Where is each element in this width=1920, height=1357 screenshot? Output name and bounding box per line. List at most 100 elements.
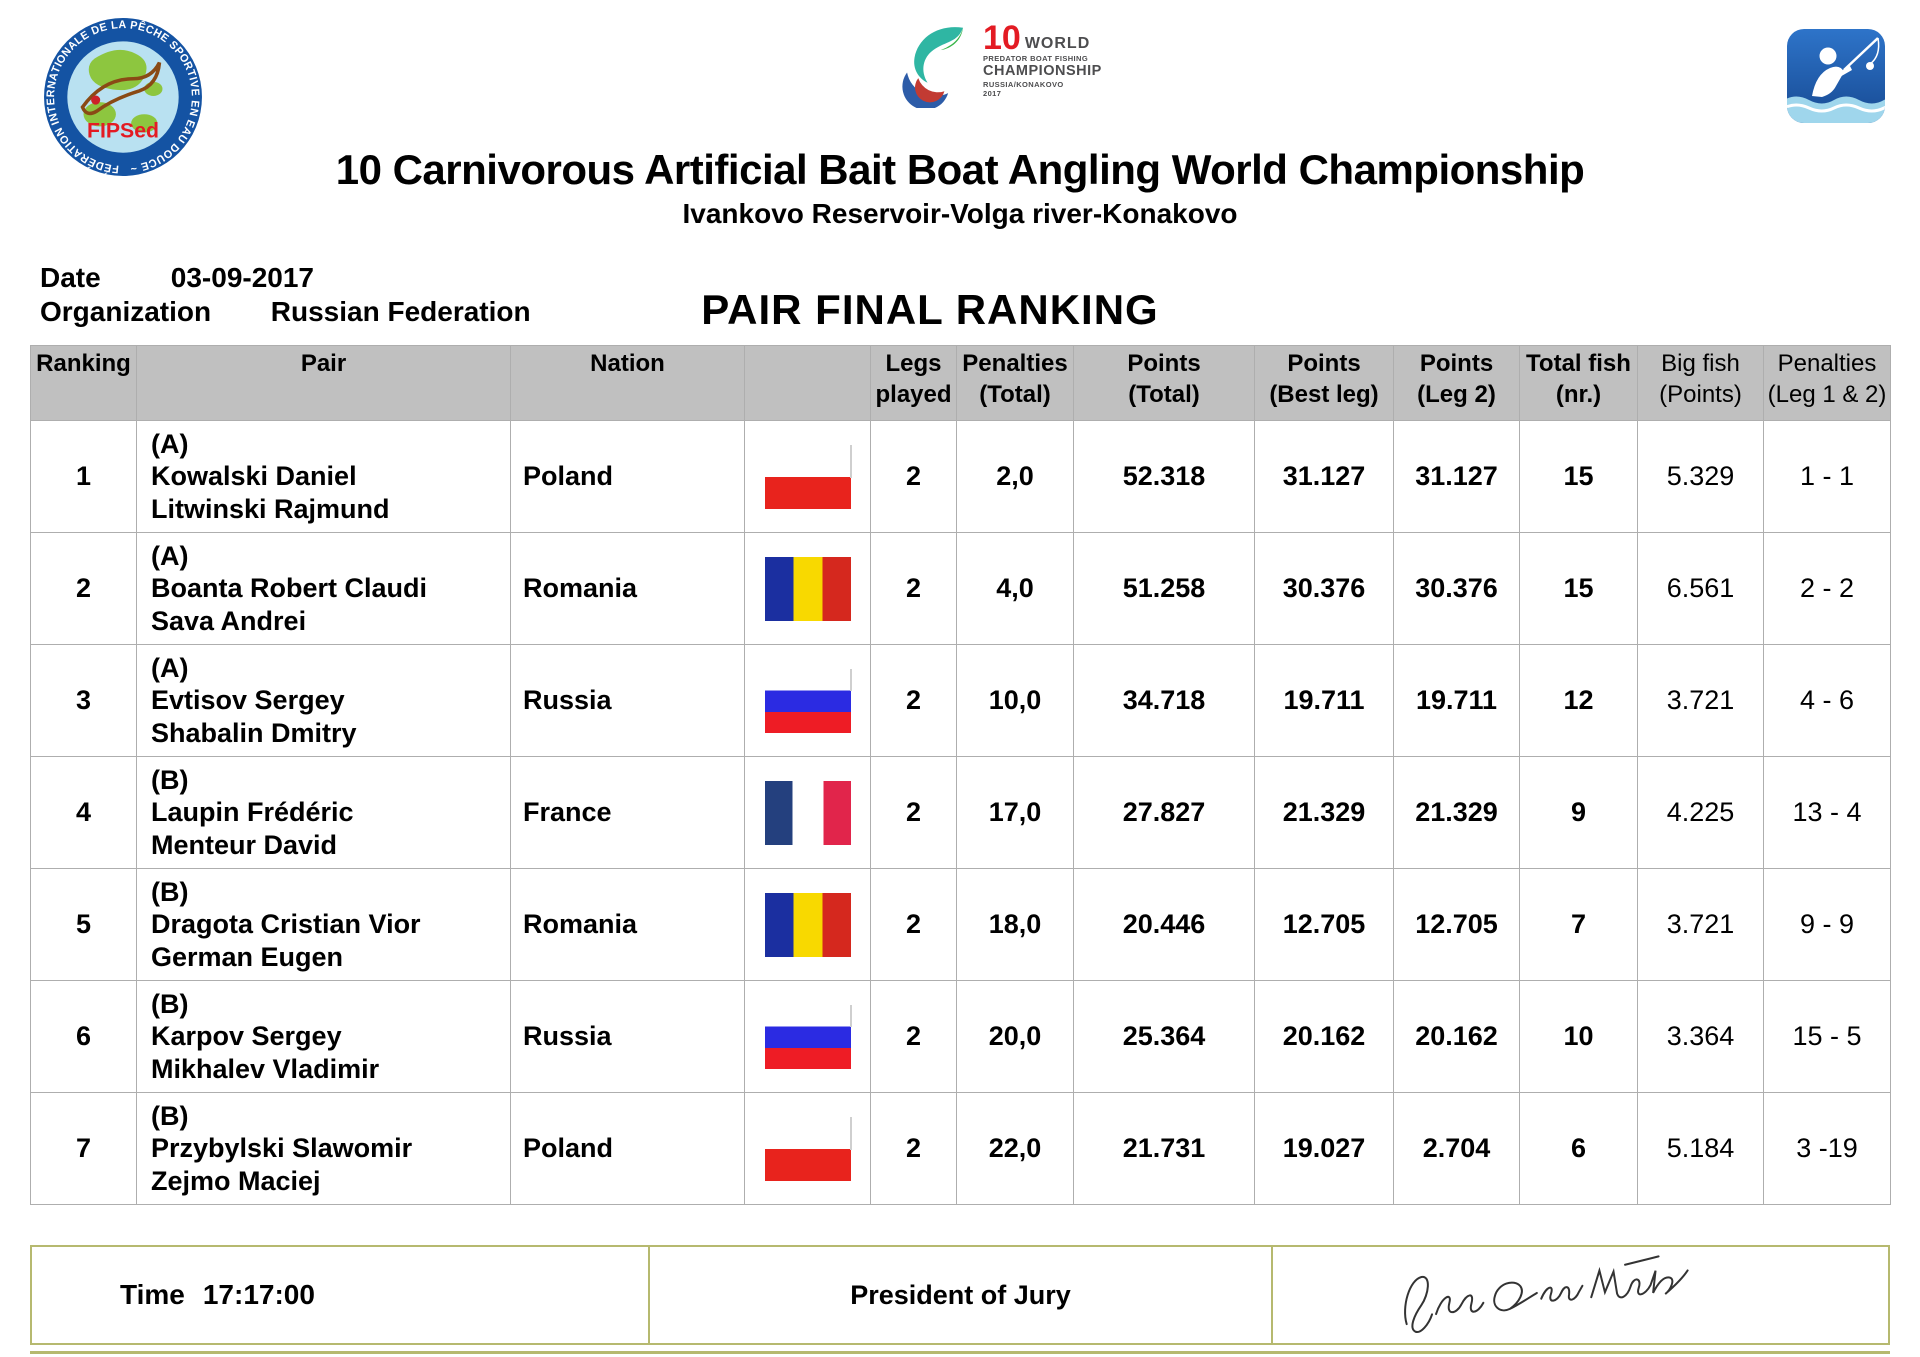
big-fish-cell: 3.721 <box>1637 644 1764 757</box>
column-header-line2: (Total) <box>1128 381 1200 409</box>
championship-word: WORLD <box>1024 34 1091 52</box>
table-row: 3 (A) Evtisov Sergey Shabalin Dmitry Rus… <box>30 644 1891 757</box>
flag-cell <box>744 1092 871 1205</box>
column-header: Legs played <box>870 345 957 421</box>
penalties-total-cell: 2,0 <box>956 420 1074 533</box>
column-header-line1: Big fish <box>1661 350 1740 377</box>
flag-cell <box>744 980 871 1093</box>
points-best-leg-cell: 31.127 <box>1254 420 1394 533</box>
penalties-total-cell: 18,0 <box>956 868 1074 981</box>
pair-cell: (A) Boanta Robert Claudi Sava Andrei <box>136 532 511 645</box>
penalties-legs-cell: 1 - 1 <box>1763 420 1891 533</box>
date-value: 03-09-2017 <box>170 262 315 293</box>
column-header: Big fish (Points) <box>1637 345 1764 421</box>
column-header-line1: Points <box>1287 350 1361 377</box>
fish-outline-icon <box>80 61 162 116</box>
flag-cell <box>744 756 871 869</box>
column-header: Ranking <box>30 345 137 421</box>
pair-member-2: Mikhalev Vladimir <box>151 1053 380 1084</box>
flag-cell <box>744 420 871 533</box>
penalties-legs-cell: 2 - 2 <box>1763 532 1891 645</box>
flag-cell <box>744 868 871 981</box>
organization-label: Organization <box>40 296 212 327</box>
legs-played-cell: 2 <box>870 868 957 981</box>
big-fish-cell: 6.561 <box>1637 532 1764 645</box>
pair-group-label: (A) <box>151 652 189 683</box>
column-header-line1: Total fish <box>1526 350 1631 377</box>
big-fish-cell: 3.721 <box>1637 868 1764 981</box>
pair-member-1: Laupin Frédéric <box>151 797 354 828</box>
points-total-cell: 51.258 <box>1073 532 1255 645</box>
page-bottom-rule <box>30 1351 1890 1354</box>
fipsed-logo-icon: FÉDÉRATION INTERNATIONALE DE LA PÊCHE SP… <box>44 18 202 176</box>
column-header-line1: Nation <box>590 350 665 377</box>
pair-member-2: German Eugen <box>151 941 344 972</box>
pair-member-1: Dragota Cristian Vior <box>151 909 421 940</box>
pair-group-label: (B) <box>151 988 189 1019</box>
points-best-leg-cell: 21.329 <box>1254 756 1394 869</box>
angler-fishing-icon <box>1787 29 1885 123</box>
pair-member-1: Boanta Robert Claudi <box>151 573 428 604</box>
championship-number: 10 <box>983 19 1021 57</box>
pair-member-1: Kowalski Daniel <box>151 461 357 492</box>
pair-cell: (A) Kowalski Daniel Litwinski Rajmund <box>136 420 511 533</box>
ranking-cell: 1 <box>30 420 137 533</box>
table-body: 1 (A) Kowalski Daniel Litwinski Rajmund … <box>30 420 1891 1205</box>
pair-member-1: Karpov Sergey <box>151 1021 342 1052</box>
column-header: Points (Total) <box>1073 345 1255 421</box>
nation-cell: Russia <box>510 644 745 757</box>
penalties-legs-cell: 9 - 9 <box>1763 868 1891 981</box>
total-fish-cell: 7 <box>1519 868 1638 981</box>
column-header <box>744 345 871 421</box>
points-leg2-cell: 20.162 <box>1393 980 1520 1093</box>
total-fish-cell: 6 <box>1519 1092 1638 1205</box>
points-leg2-cell: 30.376 <box>1393 532 1520 645</box>
pair-member-2: Shabalin Dmitry <box>151 717 357 748</box>
time-value: 17:17:00 <box>202 1279 315 1310</box>
big-fish-cell: 5.184 <box>1637 1092 1764 1205</box>
penalties-total-cell: 17,0 <box>956 756 1074 869</box>
column-header-line2: (Total) <box>979 381 1051 409</box>
big-fish-cell: 5.329 <box>1637 420 1764 533</box>
nation-cell: Romania <box>510 532 745 645</box>
pair-cell: (B) Laupin Frédéric Menteur David <box>136 756 511 869</box>
column-header: Penalties (Leg 1 & 2) <box>1763 345 1891 421</box>
penalties-total-cell: 10,0 <box>956 644 1074 757</box>
ranking-cell: 6 <box>30 980 137 1093</box>
column-header-line2: (Points) <box>1659 381 1742 409</box>
column-header-line1: Penalties <box>962 350 1068 377</box>
pair-member-1: Evtisov Sergey <box>151 685 345 716</box>
championship-logo: 10 WORLD PREDATOR BOAT FISHING CHAMPIONS… <box>893 19 1102 108</box>
column-header-line1: Penalties <box>1777 350 1877 377</box>
pair-member-2: Zejmo Maciej <box>151 1165 321 1196</box>
total-fish-cell: 12 <box>1519 644 1638 757</box>
pair-member-2: Menteur David <box>151 829 338 860</box>
fish-swirl-icon <box>902 27 964 108</box>
nation-cell: Poland <box>510 420 745 533</box>
date-line: Date 03-09-2017 <box>40 262 314 294</box>
pair-group-label: (A) <box>151 428 189 459</box>
table-header-row: Ranking Pair Nation Legs played Penaltie… <box>30 345 1891 421</box>
table-row: 6 (B) Karpov Sergey Mikhalev Vladimir Ru… <box>30 980 1891 1093</box>
organization-value: Russian Federation <box>270 296 531 327</box>
nation-flag-icon <box>764 556 851 621</box>
president-of-jury-cell: President of Jury <box>650 1247 1273 1343</box>
points-total-cell: 21.731 <box>1073 1092 1255 1205</box>
pair-member-2: Litwinski Rajmund <box>151 493 390 524</box>
table-row: 4 (B) Laupin Frédéric Menteur David Fran… <box>30 756 1891 869</box>
flag-cell <box>744 644 871 757</box>
nation-flag-icon <box>764 444 852 509</box>
column-header: Points (Leg 2) <box>1393 345 1520 421</box>
signature-cell <box>1273 1247 1888 1343</box>
total-fish-cell: 10 <box>1519 980 1638 1093</box>
column-header: Pair <box>136 345 511 421</box>
penalties-legs-cell: 13 - 4 <box>1763 756 1891 869</box>
pair-final-ranking-table: Ranking Pair Nation Legs played Penaltie… <box>30 345 1891 1205</box>
points-leg2-cell: 21.329 <box>1393 756 1520 869</box>
ranking-cell: 4 <box>30 756 137 869</box>
points-best-leg-cell: 19.711 <box>1254 644 1394 757</box>
table-row: 2 (A) Boanta Robert Claudi Sava Andrei R… <box>30 532 1891 645</box>
nation-cell: Romania <box>510 868 745 981</box>
legs-played-cell: 2 <box>870 756 957 869</box>
